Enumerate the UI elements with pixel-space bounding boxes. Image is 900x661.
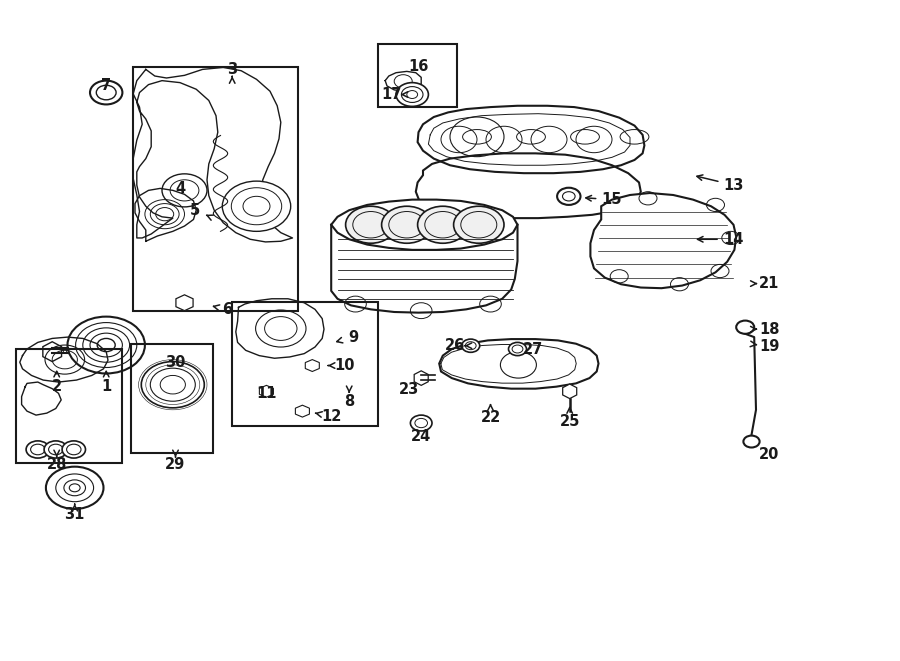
Polygon shape bbox=[562, 384, 577, 399]
Text: 15: 15 bbox=[602, 192, 622, 207]
Text: 5: 5 bbox=[190, 203, 201, 217]
Polygon shape bbox=[259, 385, 274, 397]
Circle shape bbox=[222, 181, 291, 231]
Circle shape bbox=[508, 342, 526, 356]
Text: 24: 24 bbox=[411, 429, 431, 444]
Text: 25: 25 bbox=[560, 414, 580, 429]
Polygon shape bbox=[305, 360, 320, 371]
Circle shape bbox=[396, 83, 428, 106]
Text: 3: 3 bbox=[227, 62, 238, 77]
Text: 11: 11 bbox=[256, 386, 276, 401]
Circle shape bbox=[68, 317, 145, 373]
Text: 18: 18 bbox=[760, 322, 779, 336]
Circle shape bbox=[418, 206, 468, 243]
Text: 1: 1 bbox=[101, 379, 112, 394]
Text: 17: 17 bbox=[382, 87, 401, 102]
Bar bbox=[130, 344, 213, 453]
Circle shape bbox=[346, 206, 396, 243]
Polygon shape bbox=[590, 193, 736, 288]
Bar bbox=[16, 349, 122, 463]
Circle shape bbox=[26, 441, 50, 458]
Text: 29: 29 bbox=[166, 457, 185, 471]
Polygon shape bbox=[414, 371, 428, 385]
Text: 27: 27 bbox=[523, 342, 543, 356]
Text: 4: 4 bbox=[175, 181, 185, 196]
Circle shape bbox=[44, 441, 68, 458]
Polygon shape bbox=[418, 106, 644, 173]
Circle shape bbox=[743, 436, 760, 447]
Circle shape bbox=[410, 415, 432, 431]
Polygon shape bbox=[439, 339, 598, 389]
Text: 26: 26 bbox=[445, 338, 464, 353]
Text: 7: 7 bbox=[101, 79, 112, 93]
Polygon shape bbox=[331, 200, 518, 250]
Text: 23: 23 bbox=[400, 383, 419, 397]
Polygon shape bbox=[43, 342, 61, 362]
Text: 9: 9 bbox=[348, 330, 359, 344]
Text: 13: 13 bbox=[724, 178, 743, 192]
Circle shape bbox=[46, 467, 104, 509]
Text: 28: 28 bbox=[47, 457, 67, 471]
Circle shape bbox=[736, 321, 754, 334]
Bar bbox=[232, 302, 378, 426]
Bar bbox=[378, 44, 457, 107]
Polygon shape bbox=[176, 295, 194, 311]
Text: 22: 22 bbox=[481, 410, 500, 425]
Text: 20: 20 bbox=[760, 447, 779, 462]
Text: 30: 30 bbox=[166, 355, 185, 369]
Circle shape bbox=[382, 206, 432, 243]
Circle shape bbox=[90, 81, 122, 104]
Bar bbox=[133, 67, 298, 311]
Text: 8: 8 bbox=[344, 395, 355, 409]
Circle shape bbox=[62, 441, 86, 458]
Polygon shape bbox=[295, 405, 310, 417]
Circle shape bbox=[462, 339, 480, 352]
Circle shape bbox=[454, 206, 504, 243]
Text: 14: 14 bbox=[724, 232, 743, 247]
Text: 16: 16 bbox=[409, 59, 428, 73]
Text: 31: 31 bbox=[65, 507, 85, 522]
Circle shape bbox=[141, 362, 204, 408]
Text: 10: 10 bbox=[335, 358, 355, 373]
Text: 21: 21 bbox=[760, 276, 779, 291]
Text: 19: 19 bbox=[760, 339, 779, 354]
Circle shape bbox=[557, 188, 580, 205]
Text: 2: 2 bbox=[51, 379, 62, 394]
Circle shape bbox=[162, 174, 207, 207]
Text: 6: 6 bbox=[221, 302, 232, 317]
Text: 12: 12 bbox=[321, 409, 341, 424]
